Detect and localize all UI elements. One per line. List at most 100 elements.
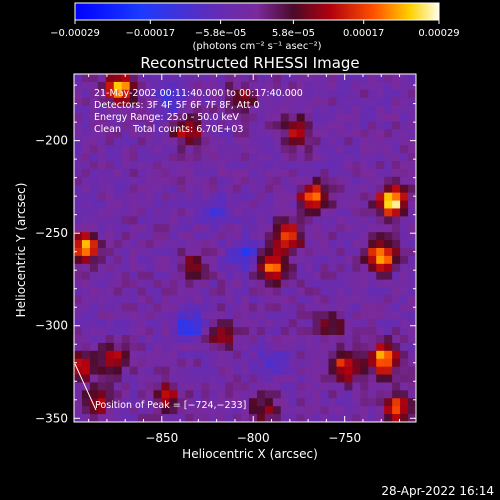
heatmap-cell (209, 208, 218, 217)
peak-position-label: Position of Peak = [−724,−233] (95, 400, 246, 411)
heatmap-cell (105, 287, 115, 296)
heatmap-cell (129, 366, 139, 375)
heatmap-cell (320, 208, 329, 217)
heatmap-cell (368, 382, 377, 391)
heatmap-cell (185, 382, 194, 391)
heatmap-cell (352, 390, 361, 399)
heatmap-cell (137, 121, 146, 130)
heatmap-cell (328, 287, 337, 296)
heatmap-cell (145, 184, 154, 194)
heatmap-cell (81, 358, 91, 368)
heatmap-cell (233, 327, 242, 336)
heatmap-cell (256, 303, 266, 312)
heatmap-cell (105, 327, 115, 336)
heatmap-cell (296, 81, 306, 91)
heatmap-cell (320, 271, 329, 281)
heatmap-cell (352, 279, 361, 288)
heatmap-cell (161, 81, 170, 91)
heatmap-cell (344, 216, 353, 225)
heatmap-cell (304, 208, 313, 217)
heatmap-cell (225, 153, 234, 162)
heatmap-cell (320, 342, 329, 352)
heatmap-cell (137, 350, 146, 360)
heatmap-cell (201, 263, 210, 273)
heatmap-cell (320, 145, 329, 154)
heatmap-cell (408, 105, 416, 114)
heatmap-cell (384, 224, 393, 233)
heatmap-cell (97, 232, 107, 241)
heatmap-cell (344, 208, 353, 217)
heatmap-cell (288, 121, 298, 130)
heatmap-cell (320, 121, 329, 130)
heatmap-cell (272, 350, 282, 360)
heatmap-cell (280, 263, 290, 273)
heatmap-cell (320, 311, 329, 320)
heatmap-cell (352, 327, 361, 336)
heatmap-cell (384, 350, 393, 360)
heatmap-cell (336, 398, 345, 407)
heatmap-cell (336, 113, 345, 122)
heatmap-cell (217, 271, 226, 281)
heatmap-cell (81, 295, 91, 304)
heatmap-cell (344, 319, 353, 328)
heatmap-cell (256, 295, 266, 304)
heatmap-cell (264, 335, 274, 344)
heatmap-cell (129, 342, 139, 352)
heatmap-cell (328, 176, 337, 186)
heatmap-cell (113, 232, 123, 241)
heatmap-cell (225, 74, 234, 83)
heatmap-cell (328, 137, 337, 146)
heatmap-cell (248, 137, 258, 146)
heatmap-cell (137, 105, 146, 114)
heatmap-cell (121, 248, 131, 257)
heatmap-cell (201, 121, 210, 130)
heatmap-cell (336, 240, 345, 249)
heatmap-cell (248, 358, 258, 368)
heatmap-cell (360, 279, 369, 288)
heatmap-cell (145, 89, 154, 99)
heatmap-cell (233, 192, 242, 201)
heatmap-cell (241, 113, 250, 122)
heatmap-cell (209, 145, 218, 154)
heatmap-cell (336, 81, 345, 91)
heatmap-cell (193, 168, 202, 178)
heatmap-cell (129, 121, 139, 130)
heatmap-cell (105, 271, 115, 281)
heatmap-cell (193, 350, 202, 360)
heatmap-cell (97, 255, 107, 265)
heatmap-cell (177, 161, 186, 170)
heatmap-cell (137, 327, 146, 336)
heatmap-cell (193, 382, 202, 391)
heatmap-cell (113, 248, 123, 257)
heatmap-cell (153, 192, 162, 201)
heatmap-cell (264, 414, 274, 422)
heatmap-cell (272, 271, 282, 281)
heatmap-cell (121, 168, 131, 178)
heatmap-cell (161, 406, 170, 415)
heatmap-cell (241, 81, 250, 91)
heatmap-cell (264, 263, 274, 273)
heatmap-cell (312, 303, 321, 312)
heatmap-cell (408, 319, 416, 328)
heatmap-cell (153, 342, 162, 352)
heatmap-cell (408, 406, 416, 415)
heatmap-cell (113, 184, 123, 194)
heatmap-cell (360, 168, 369, 178)
heatmap-cell (312, 216, 321, 225)
heatmap-cell (217, 406, 226, 415)
heatmap-cell (384, 121, 393, 130)
heatmap-cell (153, 319, 162, 328)
heatmap-cell (233, 240, 242, 249)
heatmap-cell (384, 137, 393, 146)
heatmap-cell (328, 271, 337, 281)
heatmap-cell (400, 153, 409, 162)
heatmap-cell (193, 287, 202, 296)
heatmap-cell (145, 311, 154, 320)
heatmap-cell (81, 137, 91, 146)
heatmap-cell (193, 263, 202, 273)
heatmap-cell (384, 303, 393, 312)
heatmap-cell (304, 176, 313, 186)
heatmap-cell (288, 97, 298, 107)
heatmap-cell (129, 184, 139, 194)
heatmap-cell (217, 414, 226, 422)
